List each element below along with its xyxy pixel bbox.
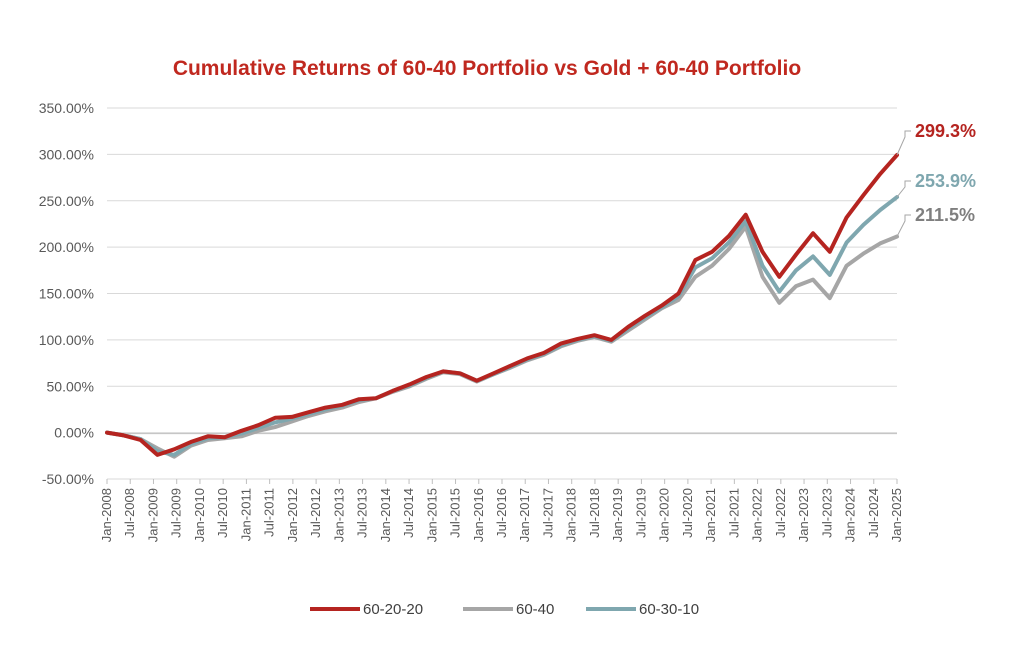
- legend-label: 60-40: [516, 601, 554, 618]
- y-tick-label: 250.00%: [39, 193, 94, 209]
- x-tick-label: Jan-2020: [657, 488, 672, 542]
- x-tick-label: Jul-2009: [169, 488, 184, 538]
- end-value-label: 299.3%: [915, 121, 976, 141]
- end-value-label: 211.5%: [915, 205, 975, 225]
- x-tick-label: Jul-2019: [633, 488, 648, 538]
- x-axis: Jan-2008 Jul-2008 Jan-2009 Jul-2009 Jan-2010…: [99, 433, 904, 542]
- gridlines: [107, 107, 897, 480]
- y-tick-label: 50.00%: [47, 378, 94, 394]
- x-tick-label: Jan-2018: [564, 488, 579, 542]
- x-tick-label: Jul-2023: [819, 488, 834, 538]
- y-tick-label: 100.00%: [39, 332, 94, 348]
- series-line-60-20-20: [105, 153, 899, 457]
- y-axis: -50.00% 0.00% 50.00% 100.00% 150.00% 200.00% 2…: [39, 100, 94, 487]
- y-tick-label: 150.00%: [39, 286, 94, 302]
- x-tick-label: Jan-2011: [238, 488, 253, 541]
- x-tick-label: Jan-2009: [145, 488, 160, 542]
- end-labels: 299.3% 211.5% 253.9%: [896, 121, 976, 237]
- x-tick-label: Jan-2012: [285, 488, 300, 542]
- x-tick-label: Jul-2008: [122, 488, 137, 538]
- x-tick-label: Jul-2012: [308, 488, 323, 538]
- x-tick-label: Jan-2024: [843, 488, 858, 542]
- leader-line: [896, 130, 911, 156]
- x-tick-label: Jul-2014: [401, 488, 416, 538]
- y-tick-label: -50.00%: [42, 471, 94, 487]
- x-tick-label: Jan-2008: [99, 488, 114, 542]
- x-tick-label: Jan-2025: [889, 488, 904, 542]
- x-tick-label: Jan-2023: [796, 488, 811, 542]
- series-lines: [105, 153, 899, 459]
- x-tick-label: Jul-2022: [773, 488, 788, 538]
- y-tick-label: 350.00%: [39, 100, 94, 116]
- x-tick-label: Jul-2013: [355, 488, 370, 538]
- y-tick-label: 0.00%: [54, 425, 94, 441]
- x-tick-label: Jan-2010: [192, 488, 207, 542]
- x-tick-label: Jan-2013: [331, 488, 346, 542]
- end-value-label: 253.9%: [915, 171, 976, 191]
- x-tick-label: Jul-2016: [494, 488, 509, 538]
- x-tick-label: Jan-2015: [424, 488, 439, 542]
- x-tick-label: Jan-2021: [703, 488, 718, 542]
- leader-line: [896, 214, 911, 237]
- series-line-60-40: [105, 224, 899, 459]
- chart-title: Cumulative Returns of 60-40 Portfolio vs…: [173, 57, 801, 80]
- series-line-60-30-10: [105, 195, 899, 457]
- y-tick-label: 200.00%: [39, 239, 94, 255]
- x-tick-label: Jul-2010: [215, 488, 230, 538]
- x-tick-label: Jan-2017: [517, 488, 532, 542]
- x-tick-label: Jul-2020: [680, 488, 695, 538]
- leader-line: [896, 180, 911, 198]
- x-tick-label: Jan-2022: [750, 488, 765, 542]
- legend-label: 60-30-10: [639, 601, 699, 618]
- legend-label: 60-20-20: [363, 601, 423, 618]
- legend: 60-20-20 60-40 60-30-10: [310, 601, 699, 618]
- x-tick-label: Jul-2015: [448, 488, 463, 538]
- x-tick-label: Jan-2016: [471, 488, 486, 542]
- x-tick-label: Jul-2024: [866, 488, 881, 538]
- x-tick-label: Jul-2017: [540, 488, 555, 538]
- x-tick-label: Jan-2019: [610, 488, 625, 542]
- x-tick-label: Jan-2014: [378, 488, 393, 542]
- y-tick-label: 300.00%: [39, 146, 94, 162]
- x-tick-label: Jul-2011: [262, 488, 277, 537]
- x-tick-label: Jul-2018: [587, 488, 602, 538]
- x-tick-label: Jul-2021: [726, 488, 741, 538]
